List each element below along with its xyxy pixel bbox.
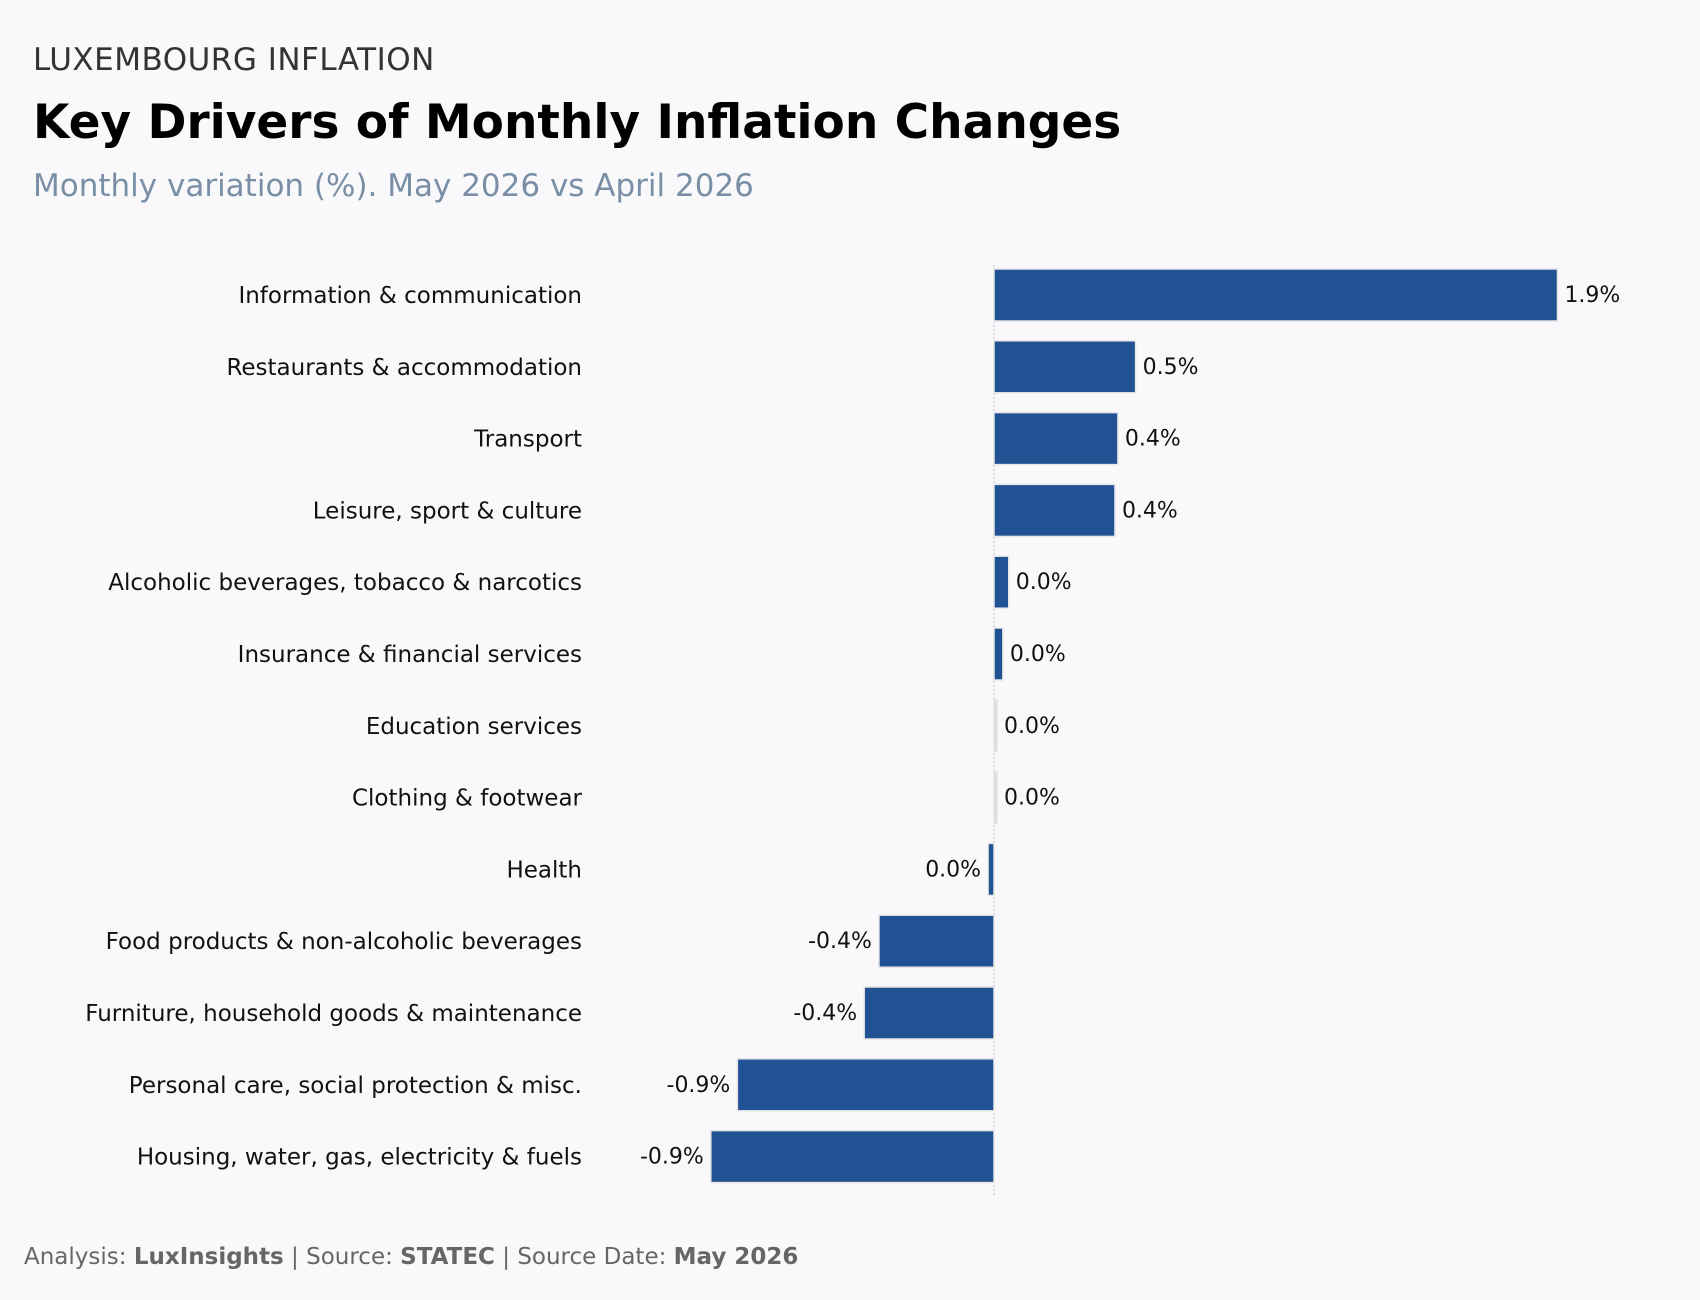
category-label: Information & communication: [238, 283, 582, 309]
chart-subtitle: Monthly variation (%). May 2026 vs April…: [33, 168, 754, 204]
category-label: Transport: [473, 427, 582, 453]
bar: [993, 555, 1010, 609]
bar: [710, 1129, 995, 1184]
data-label: 0.0%: [1004, 714, 1060, 739]
bars-layer: Information & communication 1.9% Restauran…: [85, 268, 1620, 1184]
footer-separator: |: [502, 1244, 510, 1270]
bar: [993, 411, 1119, 466]
footer-separator: |: [291, 1244, 299, 1270]
bar: [878, 914, 995, 968]
chart-footer: Analysis: LuxInsights | Source: STATEC |…: [24, 1244, 798, 1270]
bar: [993, 268, 1559, 322]
category-label: Personal care, social protection & misc.: [129, 1073, 582, 1099]
data-label: 0.0%: [1010, 642, 1066, 667]
bar: [993, 627, 1004, 681]
chart-kicker: LUXEMBOURG INFLATION: [33, 42, 435, 78]
footer-date-value: May 2026: [673, 1244, 799, 1270]
category-label: Alcoholic beverages, tobacco & narcotics: [108, 570, 582, 596]
data-label: -0.4%: [793, 1001, 857, 1026]
footer-source-value: STATEC: [400, 1244, 495, 1270]
bar: [993, 770, 998, 825]
data-label: 0.0%: [1016, 570, 1072, 595]
category-label: Food products & non-alcoholic beverages: [106, 929, 582, 955]
data-label: 0.0%: [1004, 786, 1060, 811]
category-label: Furniture, household goods & maintenance: [85, 1001, 582, 1027]
bar: [987, 842, 995, 897]
data-label: 0.4%: [1125, 427, 1181, 452]
data-label: -0.9%: [667, 1073, 731, 1098]
footer-analysis-value: LuxInsights: [133, 1244, 284, 1270]
data-label: 0.4%: [1122, 498, 1178, 523]
category-label: Health: [506, 857, 582, 883]
chart-header: LUXEMBOURG INFLATION Key Drivers of Mont…: [33, 38, 1633, 206]
category-label: Restaurants & accommodation: [226, 355, 582, 381]
bar: [863, 986, 995, 1040]
bar: [993, 340, 1137, 394]
category-label: Housing, water, gas, electricity & fuels: [137, 1145, 582, 1171]
data-label: 0.5%: [1143, 355, 1199, 380]
bar: [993, 483, 1116, 538]
footer-date-label: Source Date:: [517, 1244, 667, 1270]
bar: [993, 699, 998, 753]
category-label: Clothing & footwear: [352, 786, 583, 812]
chart-title: Key Drivers of Monthly Inflation Changes: [33, 95, 1122, 150]
category-label: Education services: [366, 714, 582, 740]
footer-source-label: Source:: [306, 1244, 393, 1270]
data-label: -0.4%: [808, 929, 872, 954]
bar: [736, 1058, 995, 1112]
data-label: -0.9%: [640, 1145, 704, 1170]
category-label: Insurance & financial services: [238, 642, 582, 668]
data-label: 1.9%: [1564, 283, 1620, 308]
category-label: Leisure, sport & culture: [313, 498, 582, 524]
footer-analysis-label: Analysis:: [24, 1244, 127, 1270]
data-label: 0.0%: [925, 857, 981, 882]
